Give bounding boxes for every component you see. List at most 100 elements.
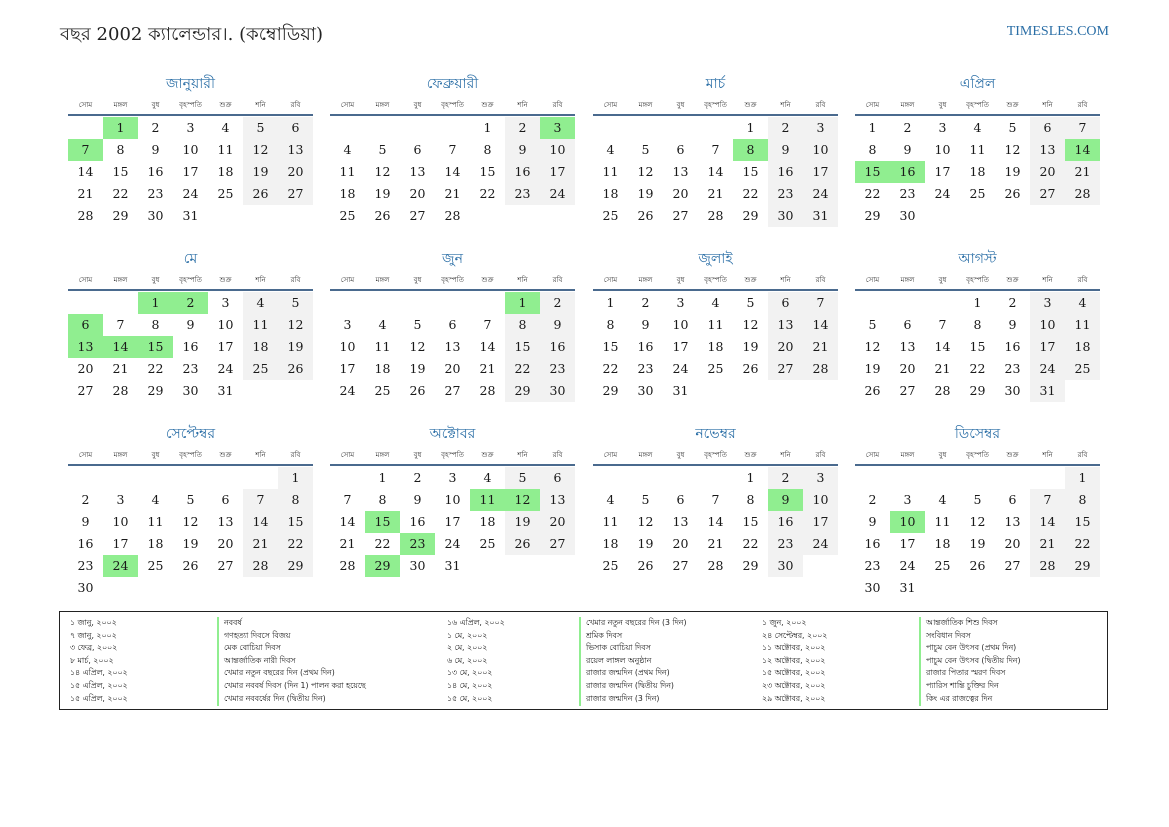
day-cell[interactable]: 25 (217, 186, 234, 201)
day-cell[interactable]: 18 (1065, 336, 1100, 358)
day-cell[interactable]: 21 (803, 336, 838, 358)
day-cell[interactable]: 30 (864, 580, 881, 595)
day-cell[interactable]: 7 (1030, 489, 1065, 511)
day-cell[interactable]: 20 (77, 361, 94, 376)
day-cell[interactable]: 20 (768, 336, 803, 358)
day-cell[interactable]: 15 (1065, 511, 1100, 533)
day-cell[interactable]: 17 (112, 536, 129, 551)
day-cell[interactable]: 30 (409, 558, 426, 573)
day-cell[interactable]: 6 (676, 142, 685, 157)
day-cell[interactable]: 11 (374, 339, 391, 354)
day-cell[interactable]: 7 (803, 292, 838, 314)
day-cell[interactable]: 7 (711, 142, 720, 157)
day-cell[interactable]: 17 (803, 511, 838, 533)
day-cell[interactable]: 28 (339, 558, 356, 573)
day-cell[interactable]: 31 (444, 558, 461, 573)
day-cell[interactable]: 3 (938, 120, 947, 135)
day-cell[interactable]: 28 (1065, 183, 1100, 205)
day-cell[interactable]: 18 (969, 164, 986, 179)
day-cell[interactable]: 16 (637, 339, 654, 354)
day-cell[interactable]: 26 (864, 383, 881, 398)
day-cell[interactable]: 24 (540, 183, 575, 205)
day-cell[interactable]: 23 (1004, 361, 1021, 376)
day-cell[interactable]: 26 (278, 358, 313, 380)
day-cell[interactable]: 16 (864, 536, 881, 551)
day-cell[interactable]: 23 (77, 558, 94, 573)
day-cell[interactable]: 29 (365, 555, 400, 577)
day-cell[interactable]: 10 (1030, 314, 1065, 336)
day-cell[interactable]: 29 (505, 380, 540, 402)
day-cell[interactable]: 20 (409, 186, 426, 201)
day-cell[interactable]: 3 (343, 317, 352, 332)
day-cell[interactable]: 16 (182, 339, 199, 354)
day-cell[interactable]: 5 (505, 467, 540, 489)
day-cell[interactable]: 10 (803, 489, 838, 511)
day-cell[interactable]: 24 (217, 361, 234, 376)
day-cell[interactable]: 23 (540, 358, 575, 380)
day-cell[interactable]: 18 (602, 186, 619, 201)
day-cell[interactable]: 27 (540, 533, 575, 555)
day-cell[interactable]: 4 (343, 142, 352, 157)
day-cell[interactable]: 12 (243, 139, 278, 161)
day-cell[interactable]: 8 (868, 142, 877, 157)
day-cell[interactable]: 24 (899, 558, 916, 573)
day-cell[interactable]: 4 (606, 492, 615, 507)
day-cell[interactable]: 28 (707, 558, 724, 573)
day-cell[interactable]: 25 (243, 358, 278, 380)
day-cell[interactable]: 2 (505, 117, 540, 139)
day-cell[interactable]: 11 (1065, 314, 1100, 336)
day-cell[interactable]: 13 (1004, 514, 1021, 529)
day-cell[interactable]: 11 (934, 514, 951, 529)
day-cell[interactable]: 12 (505, 489, 540, 511)
day-cell[interactable]: 19 (409, 361, 426, 376)
day-cell[interactable]: 6 (1030, 117, 1065, 139)
day-cell[interactable]: 10 (217, 317, 234, 332)
day-cell[interactable]: 9 (505, 139, 540, 161)
day-cell[interactable]: 2 (173, 292, 208, 314)
day-cell[interactable]: 3 (1030, 292, 1065, 314)
day-cell[interactable]: 13 (672, 164, 689, 179)
day-cell[interactable]: 15 (365, 511, 400, 533)
day-cell[interactable]: 5 (868, 317, 877, 332)
day-cell[interactable]: 22 (374, 536, 391, 551)
day-cell[interactable]: 30 (77, 580, 94, 595)
day-cell[interactable]: 31 (182, 208, 199, 223)
day-cell[interactable]: 24 (934, 186, 951, 201)
day-cell[interactable]: 27 (672, 558, 689, 573)
day-cell[interactable]: 11 (147, 514, 164, 529)
day-cell[interactable]: 21 (707, 536, 724, 551)
day-cell[interactable]: 24 (803, 533, 838, 555)
day-cell[interactable]: 7 (1065, 117, 1100, 139)
day-cell[interactable]: 14 (339, 514, 356, 529)
day-cell[interactable]: 30 (1004, 383, 1021, 398)
day-cell[interactable]: 5 (641, 492, 650, 507)
day-cell[interactable]: 12 (182, 514, 199, 529)
day-cell[interactable]: 17 (899, 536, 916, 551)
day-cell[interactable]: 20 (672, 536, 689, 551)
day-cell[interactable]: 2 (151, 120, 160, 135)
day-cell[interactable]: 13 (672, 514, 689, 529)
day-cell[interactable]: 14 (707, 514, 724, 529)
day-cell[interactable]: 30 (147, 208, 164, 223)
day-cell[interactable]: 18 (374, 361, 391, 376)
day-cell[interactable]: 14 (479, 339, 496, 354)
day-cell[interactable]: 23 (768, 183, 803, 205)
day-cell[interactable]: 27 (77, 383, 94, 398)
day-cell[interactable]: 15 (479, 164, 496, 179)
day-cell[interactable]: 17 (934, 164, 951, 179)
day-cell[interactable]: 13 (444, 339, 461, 354)
day-cell[interactable]: 30 (768, 555, 803, 577)
day-cell[interactable]: 12 (637, 164, 654, 179)
day-cell[interactable]: 29 (112, 208, 129, 223)
day-cell[interactable]: 9 (1008, 317, 1017, 332)
day-cell[interactable]: 29 (602, 383, 619, 398)
day-cell[interactable]: 15 (742, 164, 759, 179)
day-cell[interactable]: 29 (969, 383, 986, 398)
day-cell[interactable]: 6 (278, 117, 313, 139)
day-cell[interactable]: 26 (1004, 186, 1021, 201)
day-cell[interactable]: 5 (378, 142, 387, 157)
day-cell[interactable]: 22 (742, 536, 759, 551)
day-cell[interactable]: 28 (444, 208, 461, 223)
day-cell[interactable]: 6 (221, 492, 230, 507)
day-cell[interactable]: 26 (182, 558, 199, 573)
